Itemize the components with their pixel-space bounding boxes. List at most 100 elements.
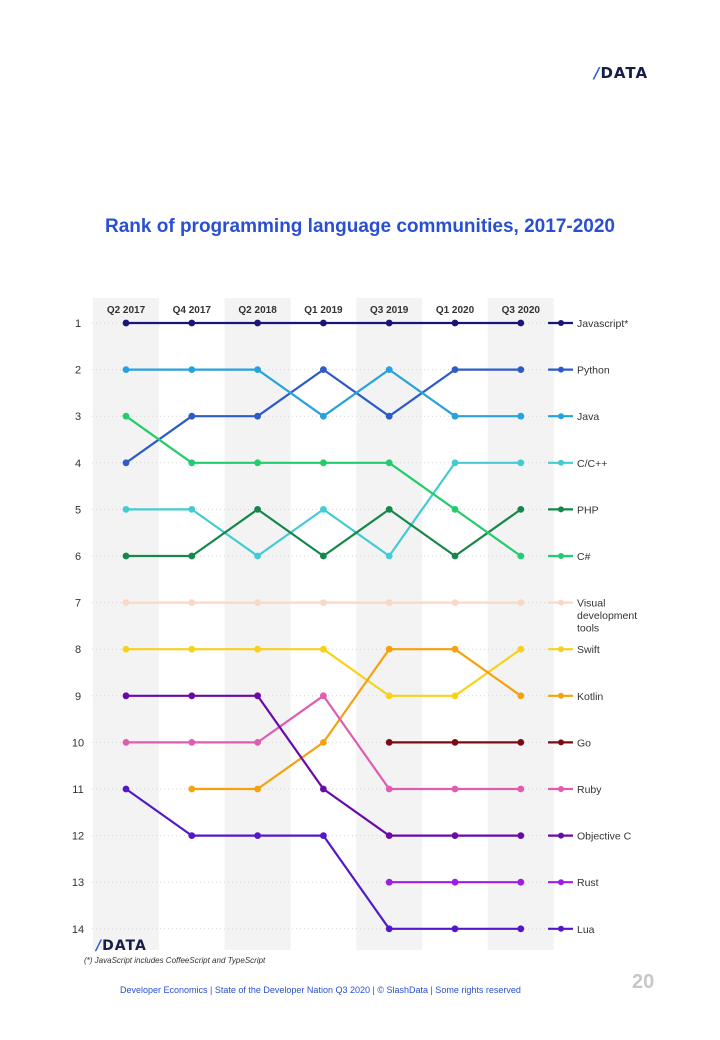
footnote: (*) JavaScript includes CoffeeScript and…	[84, 956, 266, 965]
point-lua	[451, 925, 459, 933]
series-line-java	[126, 368, 521, 418]
point-javascript	[122, 319, 130, 327]
legend-marker-ruby	[558, 786, 564, 792]
point-swift	[385, 692, 393, 700]
legend-marker-kotlin	[558, 692, 564, 699]
y-tick-label: 12	[72, 831, 84, 843]
point-lua	[320, 832, 327, 839]
point-objective-c	[517, 832, 525, 839]
y-tick-label: 4	[75, 458, 81, 470]
series-line-c	[125, 415, 522, 557]
legend-label-php: PHP	[577, 504, 599, 516]
legend-marker-objective-c	[558, 832, 564, 839]
x-tick-label: Q2 2018	[238, 305, 277, 316]
point-javascript	[451, 319, 459, 327]
series-line-php	[126, 508, 522, 558]
x-tick-label: Q3 2019	[370, 305, 409, 316]
y-tick-label: 9	[75, 691, 81, 703]
point-php	[188, 552, 196, 560]
legend-marker-c-c	[558, 459, 564, 466]
point-c-c	[320, 506, 327, 513]
point-ruby	[188, 739, 196, 746]
point-javascript	[188, 319, 196, 327]
point-visual-development-tools	[517, 599, 525, 606]
point-kotlin	[451, 645, 459, 653]
point-rust	[517, 878, 525, 886]
y-tick-label: 6	[75, 551, 81, 563]
legend-label-objective-c: Objective C	[577, 831, 632, 843]
point-python	[385, 412, 393, 420]
x-tick-label: Q3 2020	[502, 305, 541, 316]
point-visual-development-tools	[451, 599, 459, 606]
point-ruby	[451, 785, 459, 793]
point-lua	[254, 832, 261, 839]
point-swift	[451, 692, 459, 700]
y-tick-label: 11	[72, 784, 83, 796]
y-tick-label: 2	[75, 365, 81, 377]
series-line-lua	[125, 788, 521, 930]
point-java	[122, 366, 130, 373]
point-python	[188, 412, 196, 420]
series-line-kotlin	[191, 648, 522, 791]
y-tick-label: 3	[75, 411, 81, 423]
legend-marker-go	[558, 739, 564, 746]
point-ruby	[122, 739, 130, 746]
point-c-c	[188, 506, 196, 513]
point-ruby	[254, 739, 261, 746]
point-python	[320, 366, 327, 373]
point-php	[451, 552, 459, 560]
point-java	[320, 412, 327, 420]
point-python	[517, 366, 525, 373]
series-line-swift	[126, 648, 522, 697]
point-objective-c	[385, 832, 393, 839]
point-objective-c	[254, 692, 261, 700]
y-tick-label: 10	[72, 737, 84, 749]
point-java	[188, 366, 196, 373]
point-c	[188, 459, 196, 467]
column-band	[93, 298, 159, 950]
point-c	[254, 459, 261, 467]
legend-marker-python	[558, 366, 564, 373]
legend-marker-javascript	[558, 320, 564, 326]
legend-marker-java	[558, 413, 564, 420]
legend-label-lua: Lua	[577, 924, 595, 936]
page-number: 20	[632, 971, 655, 993]
point-kotlin	[320, 739, 327, 746]
x-tick-label: Q4 2017	[173, 305, 212, 316]
point-lua	[188, 832, 196, 839]
x-tick-label: Q1 2019	[304, 305, 343, 316]
point-javascript	[320, 319, 327, 327]
point-c-c	[451, 459, 459, 467]
point-rust	[451, 878, 459, 886]
column-band	[224, 298, 291, 950]
point-swift	[320, 645, 327, 653]
point-php	[122, 552, 130, 560]
point-c-c	[385, 552, 393, 560]
x-tick-label: Q2 2017	[107, 305, 146, 316]
point-javascript	[385, 319, 393, 327]
legend-marker-swift	[558, 646, 564, 653]
point-objective-c	[320, 785, 327, 793]
point-c	[320, 459, 327, 467]
series-line-objective-c	[126, 694, 521, 837]
legend-label-java: Java	[577, 411, 599, 423]
point-java	[451, 412, 459, 420]
legend-label-c-c: C/C++	[577, 458, 607, 470]
point-kotlin	[517, 692, 525, 700]
point-c-c	[517, 459, 525, 467]
point-visual-development-tools	[188, 599, 196, 606]
legend-label-ruby: Ruby	[577, 784, 602, 796]
point-visual-development-tools	[254, 599, 261, 606]
column-band	[487, 298, 554, 950]
point-swift	[517, 645, 525, 653]
point-javascript	[254, 319, 261, 327]
point-javascript	[517, 319, 525, 327]
y-tick-label: 1	[75, 318, 81, 330]
legend-label-go: Go	[577, 737, 591, 749]
point-c	[122, 412, 130, 420]
legend-marker-rust	[558, 879, 564, 886]
point-python	[122, 459, 130, 467]
legend-label-python: Python	[577, 365, 610, 377]
point-kotlin	[385, 645, 393, 653]
